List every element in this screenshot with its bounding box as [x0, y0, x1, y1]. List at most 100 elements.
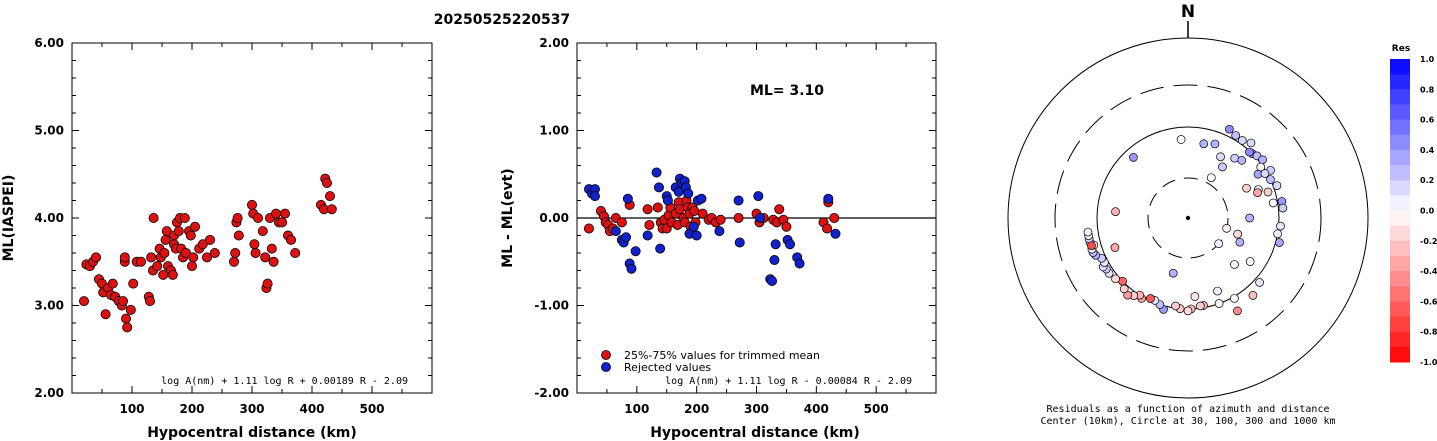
- residual-point: [1235, 237, 1245, 247]
- data-point: [257, 226, 268, 237]
- colorbar-tick-label: 0.0: [1420, 207, 1435, 216]
- colorbar-tick-label: 0.8: [1420, 85, 1435, 94]
- residual-point: [1213, 286, 1222, 296]
- caption-line-1: Residuals as a function of azimuth and d…: [1047, 404, 1330, 415]
- colorbar-swatch: [1390, 89, 1410, 105]
- colorbar-tick-label: -0.8: [1420, 328, 1437, 337]
- ring-300km: [1054, 84, 1322, 352]
- data-point: [651, 167, 662, 178]
- colorbar-tick-label: -1.0: [1420, 358, 1437, 367]
- data-point: [209, 247, 220, 258]
- colorbar-swatch: [1390, 255, 1410, 272]
- residual-point: [1245, 257, 1255, 266]
- legend-label-rejected: Rejected values: [624, 361, 711, 374]
- data-point: [794, 258, 805, 269]
- residual-point: [1266, 175, 1275, 184]
- residual-point: [1210, 139, 1220, 149]
- data-point: [262, 278, 273, 289]
- data-point: [715, 214, 726, 225]
- colorbar-swatch: [1390, 286, 1410, 302]
- y-tick-label: 5.00: [34, 124, 64, 138]
- data-point: [188, 252, 199, 263]
- data-point: [290, 247, 301, 258]
- data-point: [321, 177, 332, 188]
- x-tick-label: 100: [119, 402, 144, 416]
- residual-point: [1222, 224, 1231, 233]
- y-tick-label: 6.00: [34, 36, 64, 50]
- colorbar-swatch: [1390, 149, 1410, 166]
- y-tick-label: 0.00: [539, 211, 569, 225]
- data-point: [781, 221, 792, 232]
- data-point: [622, 193, 633, 204]
- data-point: [769, 254, 780, 265]
- data-point: [583, 223, 594, 234]
- y-tick-label: 4.00: [34, 211, 64, 225]
- data-point: [755, 212, 766, 223]
- colorbar-swatches: [1390, 59, 1410, 363]
- y-tick-label: -1.00: [534, 299, 569, 313]
- data-point: [589, 191, 600, 202]
- data-point: [201, 252, 212, 263]
- residual-point: [1196, 301, 1205, 311]
- data-point: [230, 247, 241, 258]
- data-point: [144, 296, 155, 307]
- data-point: [158, 269, 169, 280]
- x-tick-label: 200: [179, 402, 204, 416]
- data-point: [119, 252, 130, 263]
- formula-text: log A(nm) + 1.11 log R + 0.00189 R - 2.0…: [161, 376, 408, 387]
- residual-point: [1111, 207, 1120, 217]
- residual-point: [1146, 294, 1155, 303]
- data-point: [829, 212, 840, 223]
- data-point: [616, 217, 627, 228]
- data-point: [688, 221, 699, 232]
- y-tick-label: 2.00: [539, 36, 569, 50]
- residual-point: [1273, 229, 1282, 239]
- tick-marks: [577, 43, 936, 393]
- colorbar-swatch: [1390, 240, 1410, 257]
- data-point: [186, 261, 197, 272]
- data-point: [167, 269, 178, 280]
- tick-marks: [72, 43, 432, 393]
- legend-marker-rejected: [601, 362, 611, 372]
- y-tick-label: -2.00: [534, 386, 569, 400]
- data-point: [118, 296, 129, 307]
- data-point: [204, 234, 215, 245]
- data-point: [270, 208, 281, 219]
- colorbar-swatch: [1390, 331, 1410, 348]
- data-point: [733, 212, 744, 223]
- data-point: [785, 239, 796, 250]
- residual-point: [1206, 173, 1216, 183]
- residual-point: [1218, 162, 1227, 172]
- residual-point: [1242, 183, 1251, 193]
- data-point: [697, 208, 708, 219]
- residual-point: [1268, 198, 1278, 208]
- colorbar: Res 1.0 0.8 0.6 0.4 0.2 0.0 -0.2 -0.4 -0.6 -0.8 -1…: [1390, 44, 1437, 367]
- data-point: [830, 228, 841, 239]
- colorbar-tick-label: -0.6: [1420, 297, 1437, 306]
- data-point: [324, 191, 335, 202]
- data-point: [179, 212, 190, 223]
- residual-point: [1246, 138, 1256, 148]
- x-tick-label: 100: [624, 402, 649, 416]
- data-point: [122, 322, 133, 333]
- data-points: [583, 167, 841, 286]
- colorbar-tick-label: 0.2: [1420, 176, 1434, 185]
- x-tick-label: 200: [684, 402, 709, 416]
- residual-point: [1230, 294, 1239, 303]
- data-point: [152, 261, 163, 272]
- data-point: [185, 230, 196, 241]
- residual-point: [1176, 135, 1186, 144]
- colorbar-tick-label: -0.4: [1420, 267, 1437, 276]
- colorbar-swatch: [1390, 134, 1410, 151]
- data-point: [276, 217, 287, 228]
- data-point: [125, 304, 136, 315]
- data-point: [197, 239, 208, 250]
- residual-point: [1083, 227, 1093, 237]
- y-tick-labels: -2.00 -1.00 0.00 1.00 2.00: [534, 36, 569, 400]
- colorbar-swatch: [1390, 271, 1410, 287]
- data-point: [173, 226, 184, 237]
- x-tick-label: 300: [239, 402, 264, 416]
- colorbar-tick-label: 0.6: [1420, 116, 1435, 125]
- data-point: [642, 204, 653, 215]
